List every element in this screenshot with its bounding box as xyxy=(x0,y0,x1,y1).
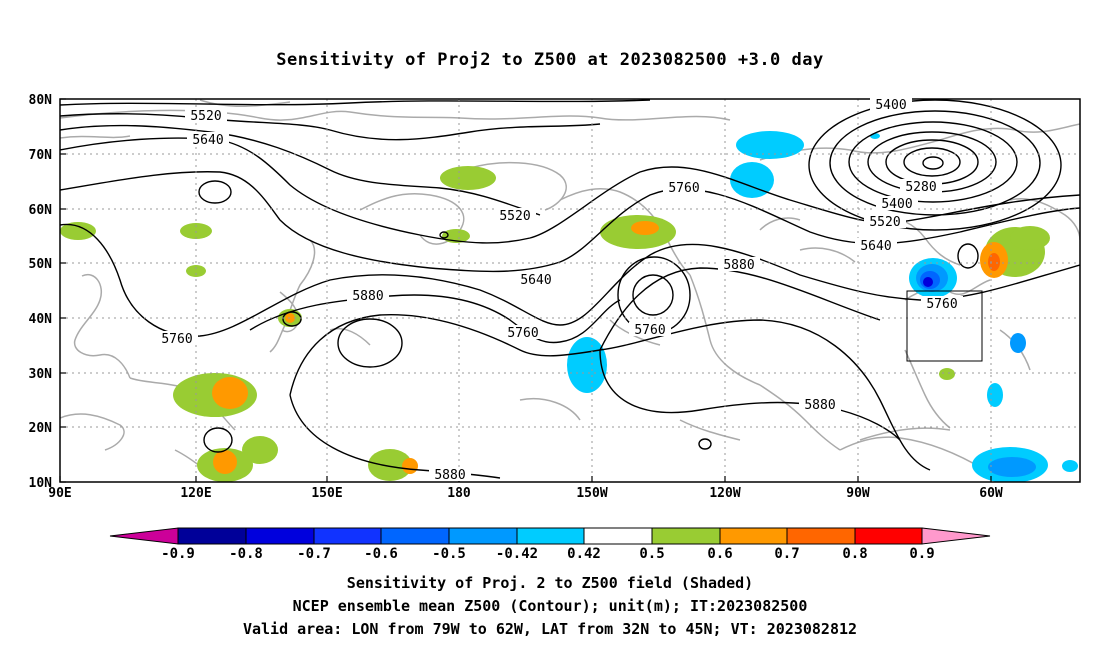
latitude-labels: 80N 70N 60N 50N 40N 30N 20N 10N xyxy=(29,93,53,491)
svg-text:5880: 5880 xyxy=(723,258,754,273)
colorbar-label: -0.5 xyxy=(432,546,466,562)
caption-line-2: NCEP ensemble mean Z500 (Contour); unit(… xyxy=(292,597,808,615)
contour-label: 5280 xyxy=(900,179,942,195)
colorbar-segment xyxy=(313,527,382,545)
lat-label: 20N xyxy=(29,421,53,436)
svg-text:5400: 5400 xyxy=(881,197,912,212)
colorbar-segment xyxy=(177,527,247,545)
colorbar-segment xyxy=(854,527,923,545)
svg-text:5640: 5640 xyxy=(860,239,891,254)
contour-label: 5880 xyxy=(799,397,841,413)
contour-label: 5640 xyxy=(515,272,557,288)
svg-text:5520: 5520 xyxy=(499,209,530,224)
colorbar-label: -0.7 xyxy=(297,546,331,562)
colorbar-right-arrow xyxy=(921,527,991,545)
lon-label: 180 xyxy=(447,486,471,501)
svg-text:5760: 5760 xyxy=(161,332,192,347)
colorbar-segment xyxy=(786,527,856,545)
colorbar-label: -0.8 xyxy=(229,546,263,562)
lon-label: 150W xyxy=(576,486,607,501)
lon-label: 90E xyxy=(48,486,71,501)
colorbar-segment xyxy=(583,527,653,545)
colorbar-label: 0.8 xyxy=(842,546,867,562)
colorbar-label: 0.6 xyxy=(707,546,732,562)
colorbar-segment xyxy=(448,527,518,545)
colorbar-segment xyxy=(380,527,450,545)
graticule xyxy=(60,99,1080,482)
contour-label: 5640 xyxy=(187,132,229,148)
contour-label: 5880 xyxy=(718,257,760,273)
svg-text:5520: 5520 xyxy=(190,109,221,124)
svg-text:5640: 5640 xyxy=(192,133,223,148)
contour-label: 5400 xyxy=(870,97,912,113)
svg-text:5400: 5400 xyxy=(875,98,906,113)
colorbar-segment xyxy=(651,527,721,545)
lat-label: 50N xyxy=(29,257,53,272)
colorbar-label: -0.42 xyxy=(496,546,538,562)
valid-area-box xyxy=(906,290,983,362)
lat-label: 40N xyxy=(29,312,53,327)
colorbar: -0.9 -0.8 -0.7 -0.6 -0.5 -0.42 0.42 0.5 … xyxy=(109,527,991,562)
contour-label: 5760 xyxy=(921,296,963,312)
colorbar-segment xyxy=(245,527,315,545)
lon-label: 90W xyxy=(846,486,870,501)
svg-text:5280: 5280 xyxy=(905,180,936,195)
lat-label: 30N xyxy=(29,367,53,382)
contour-label: 5880 xyxy=(429,467,471,483)
lon-label: 150E xyxy=(311,486,342,501)
contour-label: 5760 xyxy=(156,331,198,347)
map-frame xyxy=(59,98,1081,483)
lat-label: 10N xyxy=(29,476,53,491)
contour-label: 5760 xyxy=(502,325,544,341)
contour-label: 5400 xyxy=(876,196,918,212)
lat-label: 60N xyxy=(29,203,53,218)
contour-label: 5520 xyxy=(494,208,536,224)
contour-label: 5640 xyxy=(855,238,897,254)
contour-label: 5760 xyxy=(663,180,705,196)
lon-label: 120E xyxy=(180,486,211,501)
svg-text:5760: 5760 xyxy=(507,326,538,341)
caption-line-3: Valid area: LON from 79W to 62W, LAT fro… xyxy=(242,620,858,638)
colorbar-label: 0.42 xyxy=(567,546,601,562)
svg-text:5520: 5520 xyxy=(869,215,900,230)
colorbar-label: 0.5 xyxy=(639,546,664,562)
colorbar-left-arrow xyxy=(109,527,179,545)
lat-label: 80N xyxy=(29,93,53,108)
svg-text:5880: 5880 xyxy=(804,398,835,413)
caption-line-1: Sensitivity of Proj. 2 to Z500 field (Sh… xyxy=(346,574,754,592)
colorbar-segment xyxy=(516,527,585,545)
contour-label: 5760 xyxy=(629,322,671,338)
colorbar-segment xyxy=(719,527,788,545)
svg-text:5760: 5760 xyxy=(634,323,665,338)
map-title: Sensitivity of Proj2 to Z500 at 20230825… xyxy=(276,50,824,70)
contour-labels: 5400 5520 5640 5760 5520 5280 5400 5520 … xyxy=(156,97,963,483)
lon-label: 120W xyxy=(709,486,740,501)
lat-label: 70N xyxy=(29,148,53,163)
colorbar-label: 0.9 xyxy=(909,546,934,562)
longitude-labels: 90E 120E 150E 180 150W 120W 90W 60W xyxy=(48,486,1003,501)
svg-text:5640: 5640 xyxy=(520,273,551,288)
svg-text:5760: 5760 xyxy=(668,181,699,196)
contour-label: 5520 xyxy=(864,214,906,230)
contour-label: 5520 xyxy=(185,108,227,124)
colorbar-label: -0.9 xyxy=(161,546,195,562)
svg-text:5760: 5760 xyxy=(926,297,957,312)
svg-text:5880: 5880 xyxy=(434,468,465,483)
svg-text:5880: 5880 xyxy=(352,289,383,304)
contour-label: 5880 xyxy=(347,288,389,304)
colorbar-label: 0.7 xyxy=(774,546,799,562)
colorbar-label: -0.6 xyxy=(364,546,398,562)
lon-label: 60W xyxy=(979,486,1003,501)
